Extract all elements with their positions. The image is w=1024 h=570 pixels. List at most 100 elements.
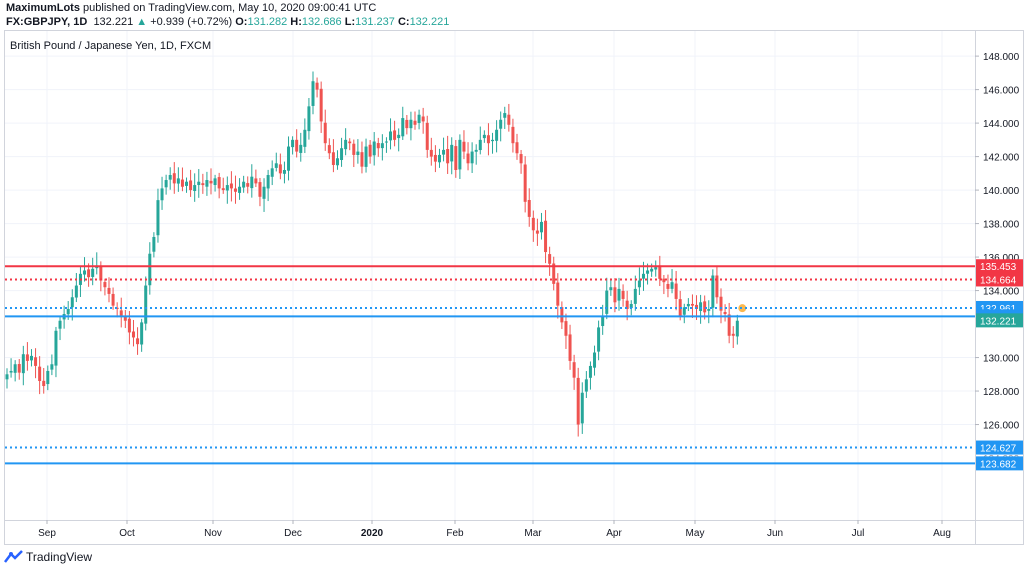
brand-name[interactable]: TradingView: [26, 550, 93, 564]
low-value: 131.237: [355, 16, 395, 28]
candle-down: [131, 331, 135, 338]
candle-down: [42, 380, 46, 387]
candle-down: [568, 334, 572, 361]
candle-up: [58, 320, 62, 329]
candle-up: [735, 320, 739, 337]
chart-header: MaximumLots published on TradingView.com…: [0, 0, 1024, 30]
candle-down: [217, 177, 221, 189]
x-tick-label: Jul: [852, 528, 865, 539]
candle-down: [727, 314, 731, 336]
y-tick-label: 134.000: [983, 287, 1020, 298]
y-tick-label: 138.000: [983, 220, 1020, 231]
candle-down: [233, 188, 237, 192]
y-tick-label: 142.000: [983, 153, 1020, 164]
candle-down: [295, 139, 299, 152]
candle-down: [258, 182, 262, 197]
price-axis[interactable]: 148.000 146.000 144.000 142.000 140.000 138.0…: [975, 30, 1020, 545]
candle-up: [646, 270, 650, 274]
candle-down: [511, 126, 515, 144]
candle-down: [666, 283, 670, 289]
candle-down: [319, 88, 323, 122]
candle-down: [433, 154, 437, 162]
candle-up: [670, 282, 674, 289]
price-tag: [976, 259, 1023, 274]
candle-up: [144, 285, 148, 324]
candle-up: [588, 365, 592, 378]
price-tag-label: 123.682: [980, 459, 1017, 470]
y-tick-label: 136.000: [983, 253, 1020, 264]
candle-down: [327, 145, 331, 154]
symbol-info: FX:GBPJPY, 1D 132.221 ▲ +0.939 (+0.72%) …: [6, 16, 449, 28]
candle-up: [83, 270, 87, 275]
price-tag: [976, 440, 1023, 455]
candle-up: [609, 287, 613, 291]
price-tag-label: 134.664: [980, 275, 1017, 286]
candle-up: [13, 364, 17, 373]
y-tick-label: 128.000: [983, 387, 1020, 398]
candle-up: [50, 364, 54, 370]
x-tick-label: Dec: [284, 528, 302, 539]
x-tick-label: Nov: [204, 528, 222, 539]
candle-up: [384, 141, 388, 143]
candle-down: [535, 230, 539, 234]
candle-down: [446, 148, 450, 164]
candle-down: [723, 312, 727, 315]
candle-up: [641, 273, 645, 279]
candle-down: [38, 366, 42, 382]
candle-down: [572, 362, 576, 378]
candle-up: [409, 119, 413, 129]
time-axis[interactable]: Sep Oct Nov Dec 2020 Feb Mar Apr May Jun Jul Aug: [5, 520, 1024, 539]
x-tick-label: Mar: [524, 528, 542, 539]
candle-up: [140, 322, 144, 345]
candle-down: [348, 141, 352, 144]
chart-title: British Pound / Japanese Yen, 1D, FXCM: [10, 40, 211, 52]
candle-down: [519, 154, 523, 164]
candle-up: [682, 307, 686, 315]
candle-up: [282, 169, 286, 174]
author-name[interactable]: MaximumLots: [6, 2, 80, 14]
candle-down: [658, 265, 662, 279]
symbol-name[interactable]: FX:GBPJPY, 1D: [6, 16, 88, 28]
x-tick-label: Aug: [933, 528, 951, 539]
candle-up: [29, 355, 33, 361]
candles: [5, 71, 747, 437]
candle-down: [719, 296, 723, 311]
candle-up: [364, 146, 368, 167]
candle-down: [425, 122, 429, 150]
price-chart[interactable]: British Pound / Japanese Yen, 1D, FXCM 1…: [0, 30, 1024, 545]
candle-down: [34, 357, 38, 366]
chart-frame: [4, 30, 1024, 545]
candle-down: [507, 114, 511, 125]
candle-down: [111, 293, 115, 306]
publish-text: published on TradingView.com, May 10, 20…: [79, 2, 377, 14]
close-label: C:: [397, 16, 410, 28]
candle-up: [287, 146, 291, 171]
candle-up: [401, 118, 405, 137]
candle-up: [637, 280, 641, 288]
low-label: L:: [344, 16, 356, 28]
high-label: H:: [290, 16, 302, 28]
candle-up: [291, 139, 295, 148]
candle-up: [213, 178, 217, 186]
candle-down: [119, 310, 123, 316]
candle-down: [172, 173, 176, 184]
close-value: 132.221: [409, 16, 450, 28]
y-tick-label: 148.000: [983, 52, 1020, 63]
candle-up: [335, 158, 339, 166]
candle-up: [601, 315, 605, 327]
candle-up: [262, 186, 266, 199]
price-labels: 135.453134.664132.961132.462124.627123.6…: [976, 259, 1023, 471]
candle-down: [103, 282, 107, 288]
candle-up: [160, 188, 164, 201]
candle-up: [91, 268, 95, 277]
horizontal-levels[interactable]: [5, 265, 975, 465]
candle-up: [539, 221, 543, 233]
candle-up: [311, 81, 315, 106]
candle-down: [625, 300, 629, 309]
candle-up: [707, 308, 711, 311]
candle-down: [715, 275, 719, 298]
candle-down: [107, 287, 111, 294]
candle-down: [454, 146, 458, 170]
candle-up: [266, 175, 270, 189]
publish-info: MaximumLots published on TradingView.com…: [6, 2, 376, 14]
